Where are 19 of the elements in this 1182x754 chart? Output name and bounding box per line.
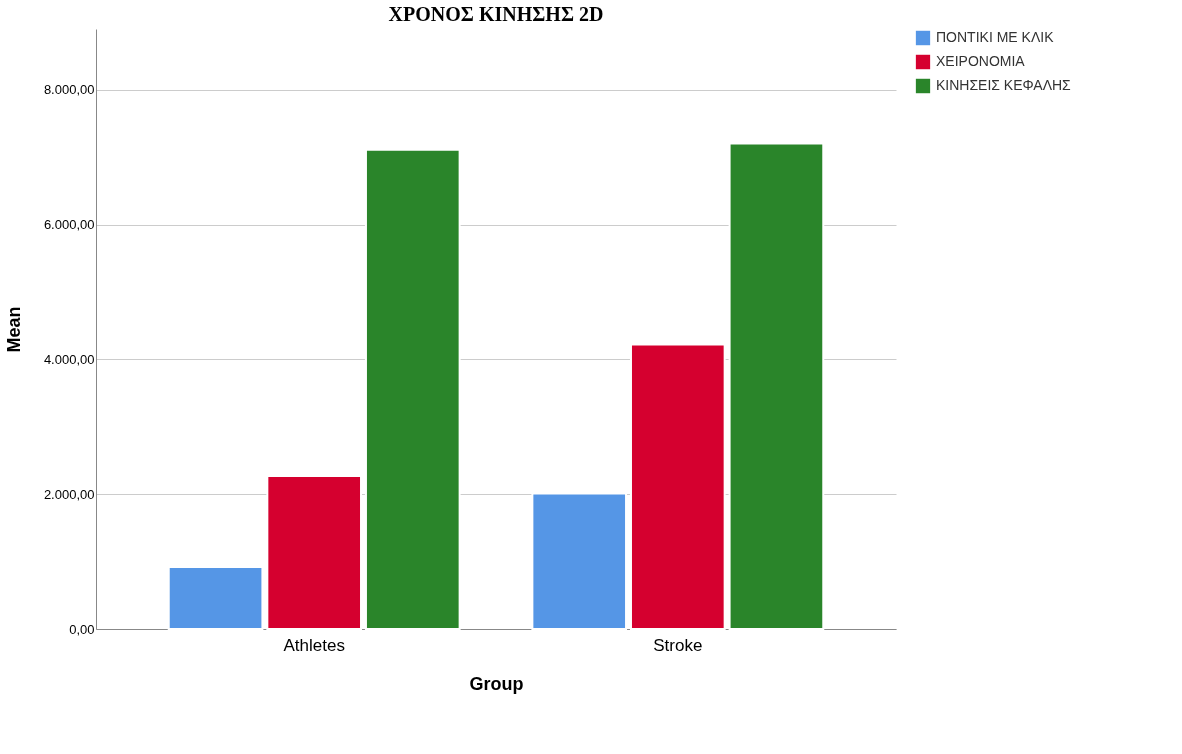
x-tick-label: Athletes [283,635,345,655]
y-tick-label: 8.000,00 [43,82,95,98]
bar [167,565,264,630]
chart-title: ΧΡΟΝΟΣ ΚΙΝΗΣΗΣ 2D [388,3,604,25]
y-tick-label: 2.000,00 [43,486,95,502]
x-axis-title: Group [469,673,524,694]
legend-label: ΧΕΙΡΟΝΟΜΙΑ [936,53,1026,69]
legend-label: ΚΙΝΗΣΕΙΣ ΚΕΦΑΛΗΣ [936,77,1072,93]
y-tick-label: 4.000,00 [43,351,95,367]
y-axis-title: Mean [3,306,24,353]
bar [728,142,825,630]
bar [364,148,461,630]
x-tick-label: Stroke [653,635,703,655]
y-tick-label: 0,00 [69,621,95,637]
y-tick-label: 6.000,00 [43,217,95,233]
bar [266,474,363,630]
bar [531,492,628,630]
legend-label: ΠΟΝΤΙΚΙ ΜΕ ΚΛΙΚ [936,29,1055,45]
bar [629,343,726,630]
